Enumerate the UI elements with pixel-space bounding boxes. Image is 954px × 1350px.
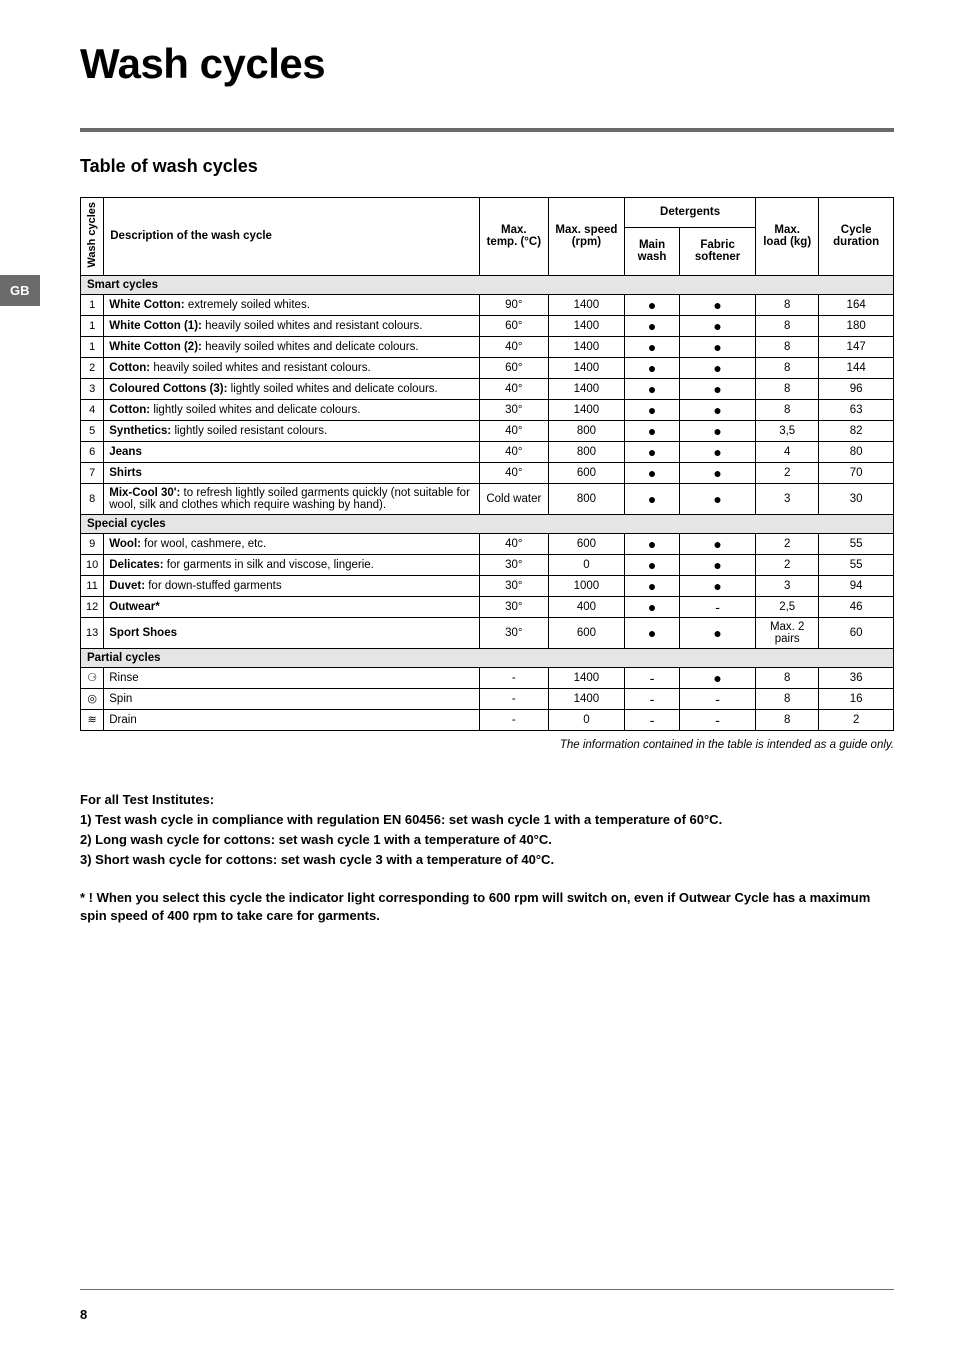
notes-heading: For all Test Institutes: <box>80 791 894 809</box>
section-row: Partial cycles <box>81 648 894 667</box>
table-row: ⚆Rinse-1400-●836 <box>81 667 894 688</box>
col-load: Max. load (kg) <box>756 198 819 276</box>
title-divider <box>80 128 894 132</box>
table-row: 13Sport Shoes30°600●●Max. 2 pairs60 <box>81 617 894 648</box>
section-row: Special cycles <box>81 514 894 533</box>
col-temp: Max. temp. (°C) <box>479 198 548 276</box>
table-row: 9Wool: for wool, cashmere, etc.40°600●●2… <box>81 533 894 554</box>
table-row: 8Mix-Cool 30': to refresh lightly soiled… <box>81 483 894 514</box>
table-row: 12Outwear*30°400●-2,546 <box>81 596 894 617</box>
table-row: 2Cotton: heavily soiled whites and resis… <box>81 357 894 378</box>
table-row: ◎Spin-1400--816 <box>81 688 894 709</box>
wash-cycles-table: Wash cycles Description of the wash cycl… <box>80 197 894 731</box>
section-heading: Table of wash cycles <box>80 156 894 177</box>
table-row: 5Synthetics: lightly soiled resistant co… <box>81 420 894 441</box>
col-description: Description of the wash cycle <box>104 198 480 276</box>
table-row: ≋Drain-0--82 <box>81 709 894 730</box>
col-softener: Fabric softener <box>680 227 756 275</box>
table-row: 10Delicates: for garments in silk and vi… <box>81 554 894 575</box>
outwear-footnote: * ! When you select this cycle the indic… <box>80 889 894 924</box>
col-cycle-num: Wash cycles <box>81 198 104 276</box>
col-duration: Cycle duration <box>819 198 894 276</box>
section-row: Smart cycles <box>81 275 894 294</box>
table-row: 11Duvet: for down-stuffed garments30°100… <box>81 575 894 596</box>
table-row: 4Cotton: lightly soiled whites and delic… <box>81 399 894 420</box>
note-line: 2) Long wash cycle for cottons: set wash… <box>80 831 894 849</box>
table-row: 1White Cotton: extremely soiled whites.9… <box>81 294 894 315</box>
table-row: 7Shirts40°600●●270 <box>81 462 894 483</box>
page-number: 8 <box>80 1307 87 1322</box>
table-row: 3Coloured Cottons (3): lightly soiled wh… <box>81 378 894 399</box>
note-line: 1) Test wash cycle in compliance with re… <box>80 811 894 829</box>
table-caption: The information contained in the table i… <box>80 739 894 751</box>
col-speed: Max. speed (rpm) <box>548 198 624 276</box>
footer-divider <box>80 1289 894 1290</box>
table-row: 1White Cotton (1): heavily soiled whites… <box>81 315 894 336</box>
table-row: 6Jeans40°800●●480 <box>81 441 894 462</box>
col-detergents: Detergents <box>625 198 756 228</box>
language-tab: GB <box>0 275 40 306</box>
note-line: 3) Short wash cycle for cottons: set was… <box>80 851 894 869</box>
page-title: Wash cycles <box>80 40 894 88</box>
table-row: 1White Cotton (2): heavily soiled whites… <box>81 336 894 357</box>
col-mainwash: Main wash <box>625 227 680 275</box>
test-institute-notes: For all Test Institutes: 1) Test wash cy… <box>80 791 894 870</box>
